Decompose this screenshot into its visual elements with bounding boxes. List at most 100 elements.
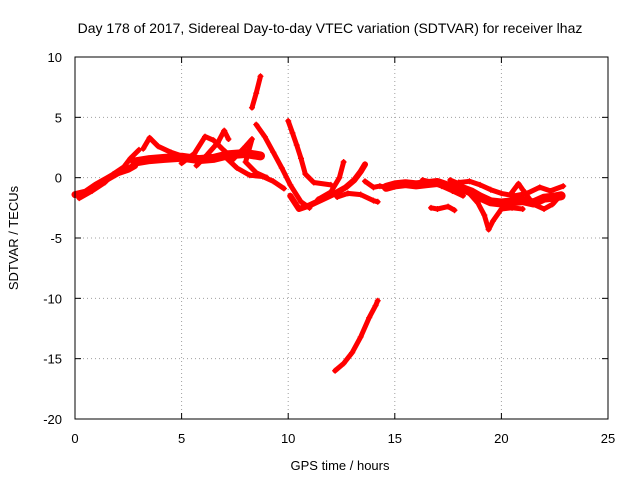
data-point-marker	[210, 155, 217, 162]
data-point-marker	[261, 133, 268, 140]
data-point-marker	[509, 198, 516, 205]
data-point-marker	[289, 130, 296, 137]
data-point-marker	[487, 198, 494, 205]
data-point-marker	[221, 152, 228, 159]
data-point-marker	[560, 183, 567, 190]
data-point-marker	[466, 178, 473, 185]
series-trace-8	[221, 152, 287, 192]
data-point-marker	[357, 191, 364, 198]
data-point-marker	[242, 143, 249, 150]
data-point-marker	[519, 206, 526, 213]
data-series	[71, 73, 567, 374]
x-tick-label: 0	[71, 431, 78, 446]
chart-title: Day 178 of 2017, Sidereal Day-to-day VTE…	[78, 20, 583, 36]
y-tick-label: -10	[43, 291, 62, 306]
x-tick-label: 5	[178, 431, 185, 446]
data-point-marker	[259, 173, 266, 180]
y-tick-label: 0	[55, 171, 62, 186]
data-point-marker	[332, 367, 339, 374]
data-point-marker	[221, 127, 228, 134]
data-point-marker	[474, 200, 481, 207]
series-trace-16	[332, 297, 381, 374]
data-point-marker	[342, 184, 349, 191]
data-point-marker	[242, 158, 249, 165]
data-point-marker	[372, 302, 379, 309]
data-point-marker	[530, 201, 537, 208]
data-point-marker	[202, 133, 209, 140]
data-point-marker	[310, 179, 317, 186]
data-point-marker	[110, 171, 117, 178]
series-trace-22	[419, 177, 467, 199]
y-tick-label: -15	[43, 352, 62, 367]
data-point-marker	[140, 145, 147, 152]
data-point-marker	[76, 195, 83, 202]
data-point-marker	[219, 145, 226, 152]
series-line	[456, 178, 566, 199]
data-point-marker	[327, 189, 334, 196]
data-point-marker	[315, 196, 322, 203]
data-point-marker	[361, 161, 368, 168]
series-line	[221, 153, 287, 191]
series-line	[332, 298, 381, 374]
data-point-marker	[419, 177, 426, 184]
data-point-marker	[297, 155, 304, 162]
data-point-marker	[161, 155, 168, 162]
data-point-marker	[155, 143, 162, 150]
series-line	[447, 177, 526, 233]
data-point-marker	[541, 195, 548, 202]
series-trace-5	[178, 133, 236, 167]
y-tick-label: 5	[55, 110, 62, 125]
series-trace-12	[287, 161, 368, 213]
grid	[75, 57, 608, 419]
y-tick-label: -20	[43, 412, 62, 427]
data-point-marker	[270, 178, 277, 185]
x-tick-label: 15	[388, 431, 402, 446]
data-point-marker	[287, 181, 294, 188]
data-point-marker	[485, 226, 492, 233]
data-point-marker	[285, 117, 292, 124]
data-point-marker	[376, 183, 383, 190]
series-line	[140, 135, 185, 159]
data-point-marker	[121, 163, 128, 170]
data-point-marker	[204, 151, 211, 158]
data-point-marker	[511, 192, 518, 199]
data-point-marker	[460, 192, 467, 199]
data-point-marker	[280, 185, 287, 192]
series-trace-19	[447, 177, 526, 233]
data-point-marker	[383, 184, 390, 191]
data-point-marker	[509, 189, 516, 196]
data-point-marker	[498, 200, 505, 207]
data-point-marker	[336, 174, 343, 181]
data-point-marker	[89, 187, 96, 194]
data-point-marker	[487, 186, 494, 193]
data-point-marker	[253, 90, 260, 97]
data-point-marker	[357, 333, 364, 340]
x-axis-label: GPS time / hours	[291, 458, 390, 473]
data-point-marker	[191, 150, 198, 157]
data-point-marker	[334, 193, 341, 200]
y-tick-label: -5	[50, 231, 62, 246]
x-tick-label: 10	[281, 431, 295, 446]
data-point-marker	[210, 137, 217, 144]
data-point-marker	[366, 314, 373, 321]
series-trace-21	[509, 180, 565, 213]
data-point-marker	[361, 178, 368, 185]
series-trace-2	[76, 146, 142, 202]
data-point-marker	[131, 158, 138, 165]
data-point-marker	[498, 206, 505, 213]
x-tick-label: 20	[494, 431, 508, 446]
data-point-marker	[225, 136, 232, 143]
data-point-marker	[278, 165, 285, 172]
data-point-marker	[297, 198, 304, 205]
data-point-marker	[438, 183, 445, 190]
data-point-marker	[447, 177, 454, 184]
data-point-marker	[270, 149, 277, 156]
data-point-marker	[402, 180, 409, 187]
series-trace-14	[334, 190, 381, 205]
data-point-marker	[509, 204, 516, 211]
data-point-marker	[248, 104, 255, 111]
data-point-marker	[146, 156, 153, 163]
data-point-marker	[541, 206, 548, 213]
series-trace-11	[285, 117, 334, 188]
data-point-marker	[257, 152, 264, 159]
